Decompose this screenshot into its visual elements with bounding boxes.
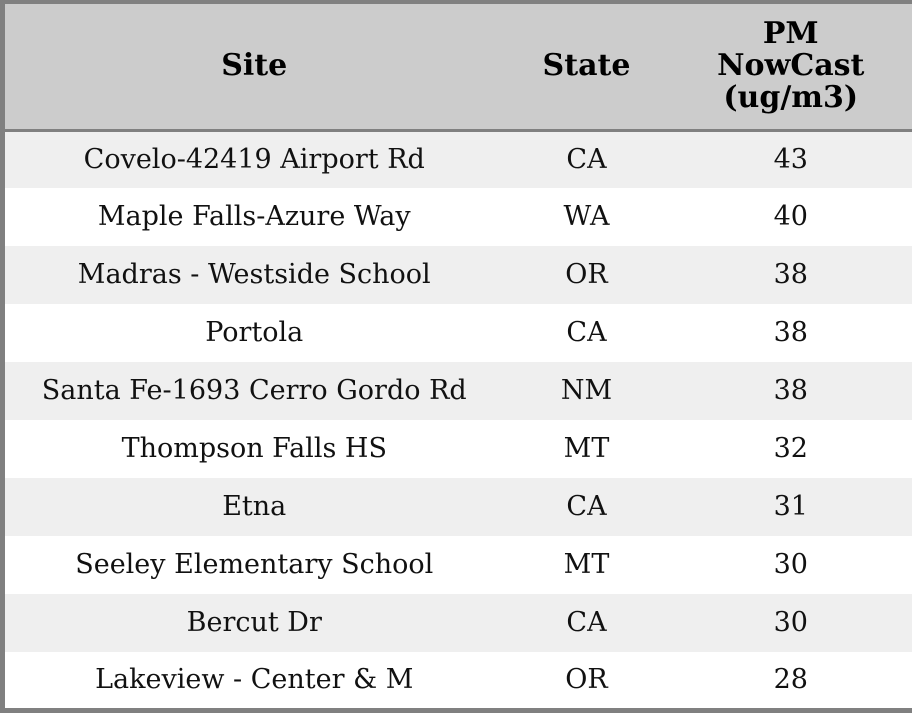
cell-site: Lakeview - Center & M [3, 652, 504, 710]
cell-state: MT [504, 420, 670, 478]
cell-site: Etna [3, 478, 504, 536]
cell-state: CA [504, 130, 670, 188]
cell-state: OR [504, 246, 670, 304]
column-header-state: State [504, 2, 670, 130]
cell-pm: 38 [670, 304, 912, 362]
cell-pm: 30 [670, 594, 912, 652]
cell-state: CA [504, 478, 670, 536]
cell-pm: 31 [670, 478, 912, 536]
cell-state: OR [504, 652, 670, 710]
cell-pm: 38 [670, 246, 912, 304]
cell-site: Thompson Falls HS [3, 420, 504, 478]
cell-site: Seeley Elementary School [3, 536, 504, 594]
column-header-pm-nowcast: PM NowCast (ug/m3) [670, 2, 912, 130]
cell-pm: 28 [670, 652, 912, 710]
header-row: Site State PM NowCast (ug/m3) [3, 2, 912, 130]
cell-site: Bercut Dr [3, 594, 504, 652]
cell-site: Covelo-42419 Airport Rd [3, 130, 504, 188]
cell-site: Madras - Westside School [3, 246, 504, 304]
cell-state: WA [504, 188, 670, 246]
cell-pm: 38 [670, 362, 912, 420]
cell-site: Santa Fe-1693 Cerro Gordo Rd [3, 362, 504, 420]
cell-state: CA [504, 304, 670, 362]
cell-state: NM [504, 362, 670, 420]
cell-state: MT [504, 536, 670, 594]
cell-site: Portola [3, 304, 504, 362]
cell-pm: 43 [670, 130, 912, 188]
cell-pm: 32 [670, 420, 912, 478]
cell-pm: 40 [670, 188, 912, 246]
cell-state: CA [504, 594, 670, 652]
cell-pm: 30 [670, 536, 912, 594]
column-header-site: Site [3, 2, 504, 130]
cell-site: Maple Falls-Azure Way [3, 188, 504, 246]
table-header: Site State PM NowCast (ug/m3) [3, 2, 912, 130]
